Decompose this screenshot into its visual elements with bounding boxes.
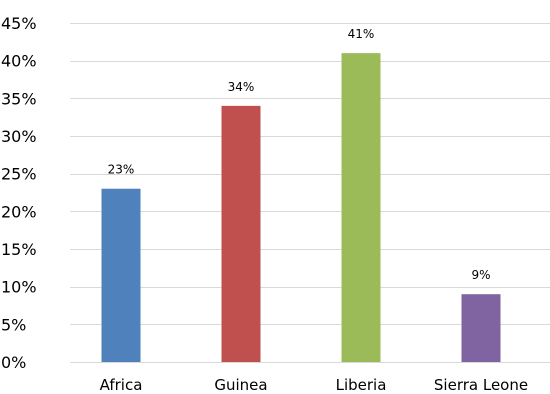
y-tick-label: 40%: [1, 52, 37, 71]
y-tick-label: 45%: [1, 14, 37, 33]
y-tick-label: 15%: [1, 240, 37, 259]
data-label: 41%: [348, 27, 375, 41]
y-tick-label: 10%: [1, 278, 37, 297]
category-label: Guinea: [214, 376, 267, 394]
y-tick-label: 20%: [1, 202, 37, 221]
gridlines: [70, 23, 550, 363]
y-tick-label: 0%: [1, 353, 26, 372]
data-label: 34%: [228, 80, 255, 94]
category-label: Africa: [100, 376, 143, 394]
bar-africa: [101, 188, 141, 362]
category-label: Liberia: [336, 376, 387, 394]
bar-guinea: [221, 105, 261, 362]
y-tick-label: 5%: [1, 315, 26, 334]
category-label: Sierra Leone: [434, 376, 528, 394]
data-labels: 23% 34% 41% 9%: [108, 27, 491, 282]
x-axis-category-labels: Africa Guinea Liberia Sierra Leone: [100, 376, 528, 394]
bars: [101, 53, 501, 363]
bar-liberia: [341, 53, 381, 363]
y-tick-label: 35%: [1, 89, 37, 108]
y-tick-label: 25%: [1, 165, 37, 184]
y-tick-label: 30%: [1, 127, 37, 146]
y-axis-tick-labels: 0% 5% 10% 15% 20% 25% 30% 35% 40% 45%: [1, 14, 37, 372]
data-label: 9%: [471, 268, 490, 282]
data-label: 23%: [108, 163, 135, 177]
bar-sierra-leone: [461, 294, 501, 362]
